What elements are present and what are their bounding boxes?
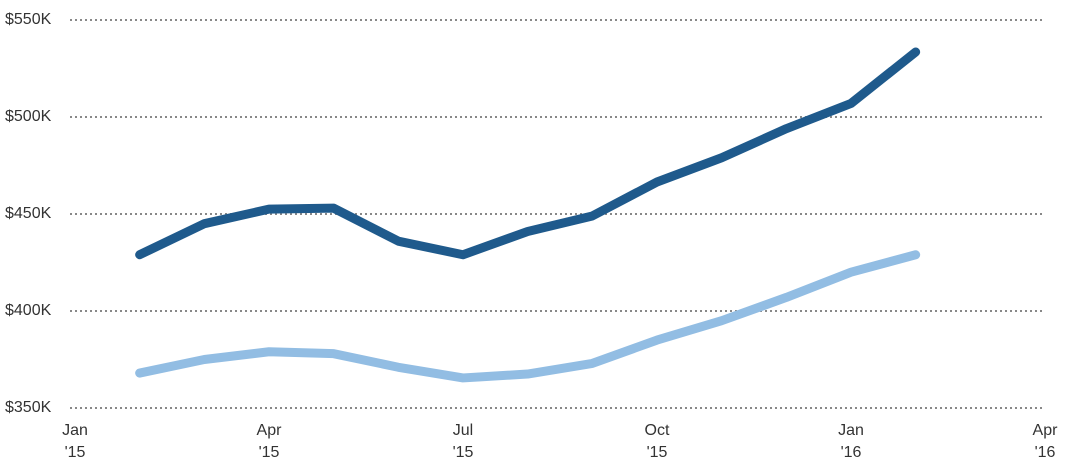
y-tick-label: $500K [5,108,52,125]
y-tick-label: $450K [5,205,52,222]
series-line [135,250,921,383]
x-tick-label: Apr '16 [1032,422,1058,461]
y-tick-label: $400K [5,302,52,319]
x-tick-label: Oct '15 [644,422,670,461]
x-tick-label: Jan '16 [838,422,864,461]
y-tick-label: $350K [5,399,52,416]
x-tick-label: Jan '15 [62,422,88,461]
y-tick-label: $550K [5,11,52,28]
series-line [135,47,921,260]
x-tick-label: Apr '15 [256,422,282,461]
x-tick-label: Jul '15 [452,422,474,461]
